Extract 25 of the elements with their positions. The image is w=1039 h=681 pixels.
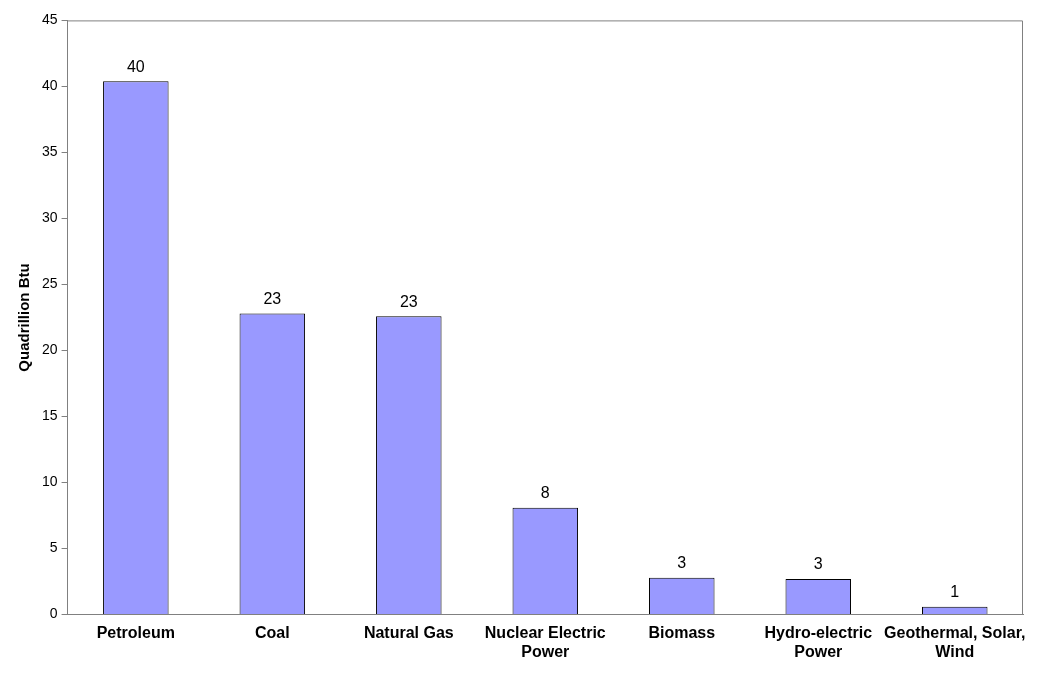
y-tick-label: 10	[41, 473, 58, 490]
y-tick-label: 5	[49, 539, 58, 556]
data-label: 3	[813, 555, 823, 573]
y-tick-label: 20	[41, 341, 58, 358]
y-tick-label: 25	[41, 275, 58, 292]
data-label: 8	[540, 484, 550, 502]
y-tick-label: 45	[41, 11, 58, 28]
x-tick-label: Geothermal, Solar, Wind	[884, 623, 1026, 660]
x-tick-label: Petroleum	[96, 623, 175, 641]
data-label: 23	[399, 292, 418, 310]
x-tick-label: Hydro-electric Power	[764, 623, 873, 660]
x-tick-label: Coal	[254, 623, 290, 641]
data-label: 40	[126, 57, 145, 75]
y-tick-label: 40	[41, 77, 58, 94]
y-tick-label: 15	[41, 407, 58, 424]
x-tick-label: Nuclear Electric Power	[484, 623, 606, 660]
x-tick-label: Natural Gas	[363, 623, 454, 641]
data-label: 23	[263, 289, 282, 307]
y-tick-label: 0	[49, 605, 58, 622]
y-tick-label: 35	[41, 143, 58, 160]
y-axis-title: Quadrillion Btu	[15, 263, 33, 372]
data-label: 1	[950, 583, 960, 601]
x-tick-label: Biomass	[648, 623, 716, 641]
y-tick-label: 30	[41, 209, 58, 226]
data-label: 3	[677, 554, 687, 572]
